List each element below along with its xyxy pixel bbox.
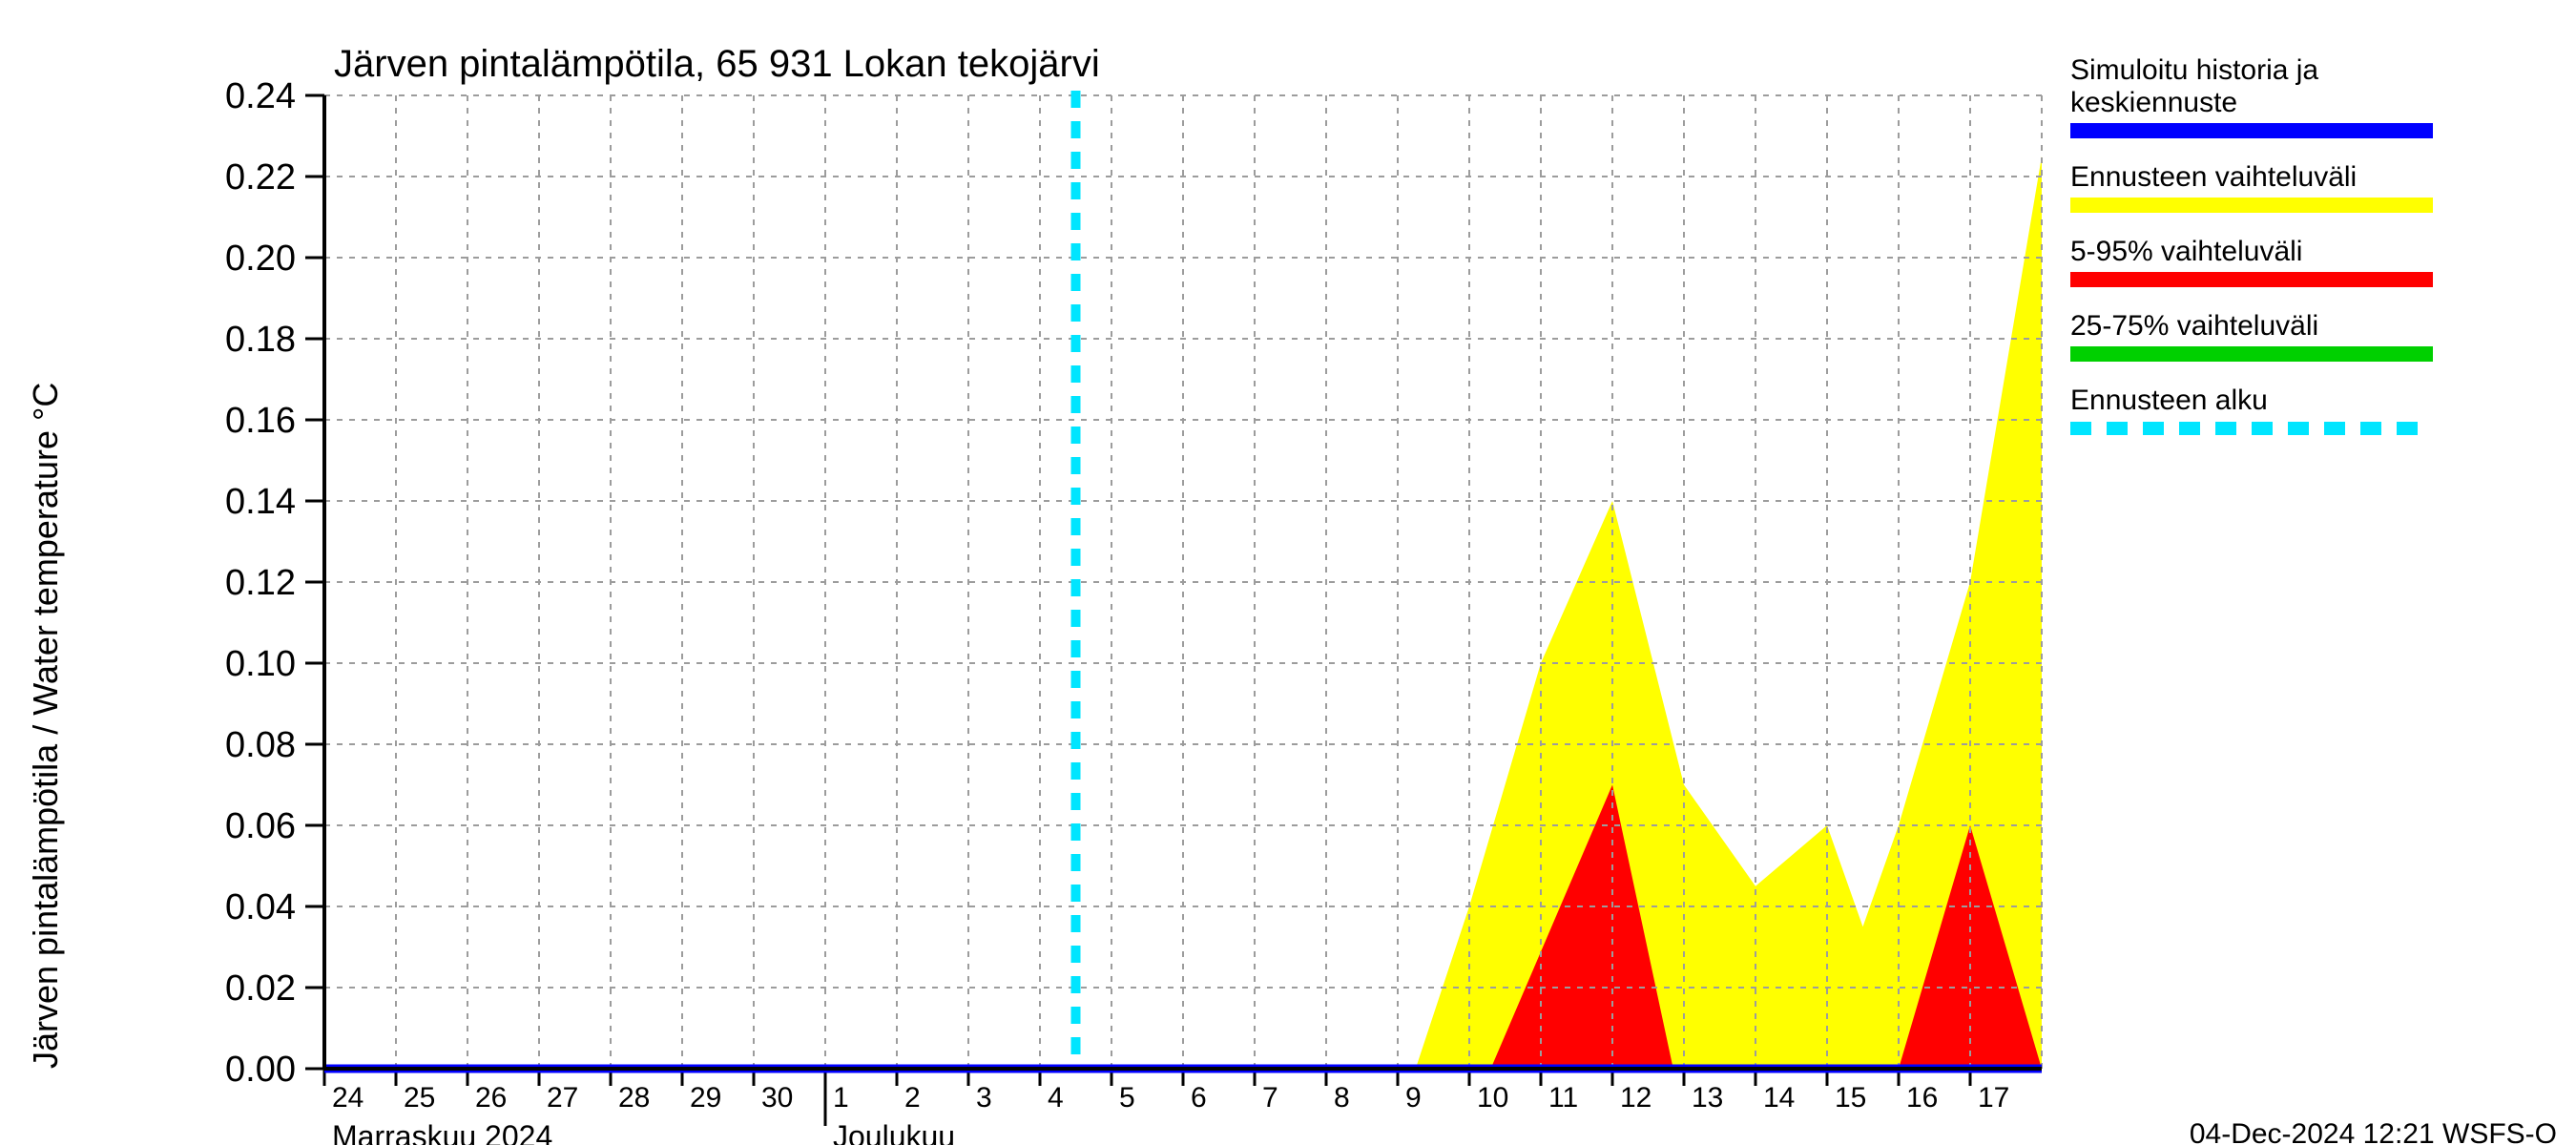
ytick-label: 0.00 <box>225 1050 296 1090</box>
xtick-label: 15 <box>1835 1082 1866 1114</box>
ytick-label: 0.10 <box>225 644 296 684</box>
legend-label-2: 5-95% vaihteluväli <box>2070 236 2302 267</box>
legend-label-4: Ennusteen alku <box>2070 385 2268 416</box>
timestamp-label: 04-Dec-2024 12:21 WSFS-O <box>2190 1118 2557 1145</box>
ytick-label: 0.12 <box>225 563 296 603</box>
xtick-label: 4 <box>1048 1082 1064 1114</box>
ytick-label: 0.22 <box>225 157 296 198</box>
xtick-label: 1 <box>833 1082 849 1114</box>
xtick-label: 29 <box>690 1082 721 1114</box>
chart-svg: 0.00 0.02 0.04 0.06 0.08 0.10 0.12 0.14 0.16 0.18… <box>0 0 2576 1145</box>
xtick-label: 17 <box>1978 1082 2009 1114</box>
ytick-label: 0.04 <box>225 887 296 927</box>
xtick-label: 3 <box>976 1082 992 1114</box>
xtick-label: 2 <box>904 1082 921 1114</box>
ytick-label: 0.16 <box>225 401 296 441</box>
xtick-label: 12 <box>1620 1082 1652 1114</box>
ytick-label: 0.20 <box>225 239 296 279</box>
ytick-label: 0.06 <box>225 806 296 846</box>
xtick-label: 10 <box>1477 1082 1508 1114</box>
ytick-label: 0.24 <box>225 76 296 116</box>
xtick-label: 5 <box>1119 1082 1135 1114</box>
xtick-label: 16 <box>1906 1082 1938 1114</box>
legend-swatch-2 <box>2070 272 2433 287</box>
xtick-label: 24 <box>332 1082 364 1114</box>
legend-label-0: keskiennuste <box>2070 87 2237 118</box>
chart-title: Järven pintalämpötila, 65 931 Lokan teko… <box>334 43 1100 85</box>
xtick-label: 13 <box>1692 1082 1723 1114</box>
legend-label-1: Ennusteen vaihteluväli <box>2070 161 2357 193</box>
legend-swatch-3 <box>2070 346 2433 362</box>
month1-label-a: Marraskuu 2024 <box>332 1119 552 1145</box>
ytick-label: 0.18 <box>225 320 296 360</box>
xtick-label: 26 <box>475 1082 507 1114</box>
y-axis-label: Järven pintalämpötila / Water temperatur… <box>26 383 65 1069</box>
xtick-label: 14 <box>1763 1082 1795 1114</box>
month2-label-a: Joulukuu <box>833 1119 955 1145</box>
xtick-label: 25 <box>404 1082 435 1114</box>
legend-label-0: Simuloitu historia ja <box>2070 54 2318 86</box>
xtick-label: 6 <box>1191 1082 1207 1114</box>
xtick-label: 11 <box>1548 1082 1578 1114</box>
xtick-label: 8 <box>1334 1082 1350 1114</box>
ytick-label: 0.02 <box>225 968 296 1009</box>
legend-swatch-0 <box>2070 123 2433 138</box>
xtick-label: 9 <box>1405 1082 1422 1114</box>
chart-container: 0.00 0.02 0.04 0.06 0.08 0.10 0.12 0.14 0.16 0.18… <box>0 0 2576 1145</box>
ytick-label: 0.08 <box>225 725 296 765</box>
legend-label-3: 25-75% vaihteluväli <box>2070 310 2318 342</box>
xtick-label: 30 <box>761 1082 793 1114</box>
xtick-label: 27 <box>547 1082 578 1114</box>
legend-swatch-1 <box>2070 198 2433 213</box>
xtick-label: 7 <box>1262 1082 1278 1114</box>
ytick-label: 0.14 <box>225 482 296 522</box>
xtick-label: 28 <box>618 1082 650 1114</box>
